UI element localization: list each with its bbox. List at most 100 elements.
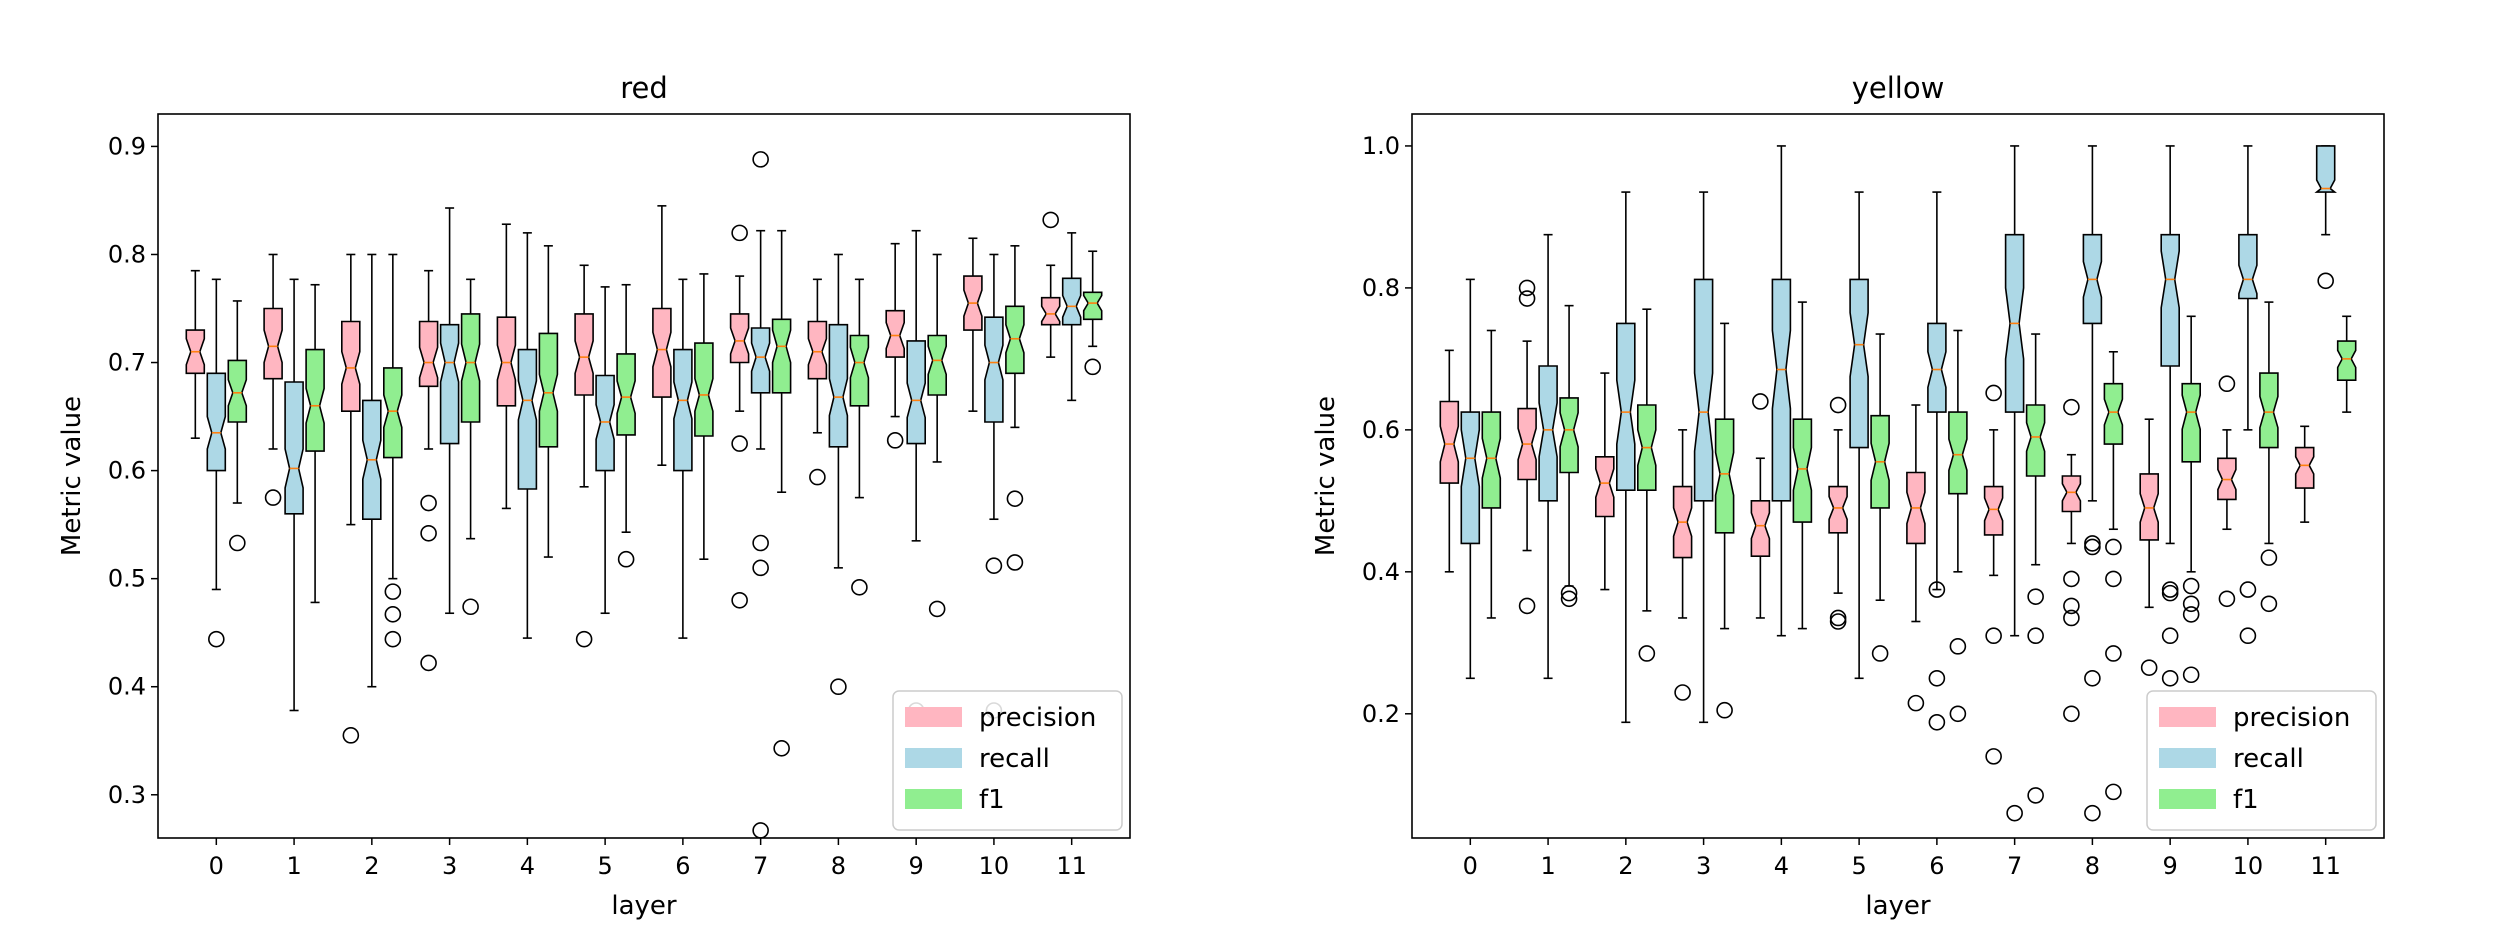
y-tick-label: 0.7 — [108, 349, 146, 377]
box-recall — [2238, 233, 2258, 300]
outlier — [264, 489, 282, 506]
outlier — [2105, 570, 2122, 588]
outlier — [2140, 659, 2158, 676]
axes-frame — [1411, 113, 2385, 839]
outlier — [1829, 613, 1847, 630]
box-precision — [729, 313, 750, 364]
outlier — [752, 559, 769, 577]
x-tick-label: 3 — [1696, 852, 1711, 880]
outlier — [2105, 538, 2122, 556]
y-tick-label: 0.8 — [108, 240, 146, 268]
outlier — [830, 678, 847, 696]
x-tick-label: 0 — [209, 852, 224, 880]
outlier — [2063, 609, 2080, 627]
outlier — [1716, 701, 1733, 719]
panel-red: 0.3 0.4 0.5 0.6 0.7 0.8 0.9 0 1 2 3 4 5 6 7 8 9 10 11 red la… — [57, 71, 1131, 921]
box-precision — [885, 309, 906, 358]
outlier — [2105, 783, 2122, 801]
legend-swatch-f1 — [2159, 789, 2216, 809]
box-f1 — [694, 342, 714, 437]
box-precision — [2061, 475, 2082, 513]
box-precision — [1040, 296, 1061, 326]
outlier — [2063, 570, 2080, 588]
box-precision — [1828, 485, 1848, 534]
outlier — [420, 654, 437, 672]
legend-label: recall — [2233, 744, 2304, 774]
outlier — [731, 224, 748, 242]
outlier — [2084, 538, 2101, 556]
outlier — [2084, 669, 2101, 687]
outlier — [384, 583, 402, 600]
outlier — [886, 432, 904, 449]
outlier — [2182, 595, 2200, 613]
box-f1 — [382, 367, 403, 459]
x-tick-label: 6 — [675, 852, 690, 880]
x-tick-label: 6 — [1929, 852, 1944, 880]
outlier — [420, 524, 437, 542]
outlier — [1985, 627, 2002, 645]
x-tick-label: 5 — [1851, 852, 1866, 880]
y-tick-label: 0.8 — [1362, 274, 1400, 302]
legend-label: f1 — [979, 785, 1005, 815]
box-precision — [574, 313, 594, 396]
box-precision — [1983, 485, 2004, 536]
box-recall — [206, 372, 227, 472]
outlier — [2006, 804, 2023, 822]
outlier — [731, 435, 748, 452]
outlier — [1829, 396, 1847, 414]
box-f1 — [927, 334, 948, 396]
box-f1 — [616, 353, 636, 436]
outlier — [1042, 211, 1059, 229]
x-tick-label: 11 — [2310, 852, 2341, 880]
box-recall — [284, 381, 304, 515]
outlier — [2027, 787, 2044, 804]
outlier — [2218, 590, 2236, 608]
outlier — [1560, 584, 1578, 602]
box-f1 — [2181, 382, 2201, 463]
outlier — [2063, 398, 2080, 416]
outlier — [1829, 609, 1847, 627]
outlier — [2161, 669, 2179, 687]
box-recall — [750, 327, 771, 394]
outlier — [617, 550, 635, 568]
x-tick-label: 7 — [2007, 852, 2022, 880]
outlier — [2063, 597, 2080, 615]
outlier — [2239, 627, 2257, 645]
x-tick-label: 5 — [597, 852, 612, 880]
box-f1 — [2336, 340, 2357, 382]
x-tick-label: 3 — [442, 852, 457, 880]
outlier — [851, 579, 868, 596]
outlier — [752, 151, 769, 168]
box-recall — [1061, 277, 1082, 326]
legend-label: precision — [979, 703, 1096, 733]
box-recall — [1538, 365, 1558, 502]
box-precision — [340, 320, 361, 413]
y-tick-label: 0.4 — [1362, 558, 1400, 586]
axes-frame — [157, 113, 1131, 839]
y-tick-label: 0.6 — [1362, 416, 1400, 444]
box-precision — [2139, 473, 2159, 541]
outlier — [229, 534, 246, 552]
box-recall — [906, 340, 927, 445]
x-tick-label: 1 — [1540, 852, 1555, 880]
box-precision — [1595, 455, 1615, 518]
outlier — [1871, 645, 1889, 662]
chart-title: red — [620, 71, 668, 105]
box-f1 — [771, 318, 792, 394]
outlier — [208, 630, 225, 648]
y-tick-label: 0.4 — [108, 673, 146, 701]
x-axis-label: layer — [1865, 891, 1931, 921]
chart-title: yellow — [1852, 71, 1945, 105]
box-recall — [828, 323, 849, 448]
outlier — [2027, 627, 2044, 645]
x-tick-label: 9 — [909, 852, 924, 880]
y-tick-label: 0.5 — [108, 565, 146, 593]
box-f1 — [460, 313, 481, 423]
outlier — [2260, 595, 2278, 613]
box-recall — [517, 348, 538, 490]
box-f1 — [1714, 418, 1735, 534]
box-precision — [263, 307, 283, 380]
legend-label: precision — [2233, 703, 2350, 733]
outlier — [1518, 290, 1536, 307]
